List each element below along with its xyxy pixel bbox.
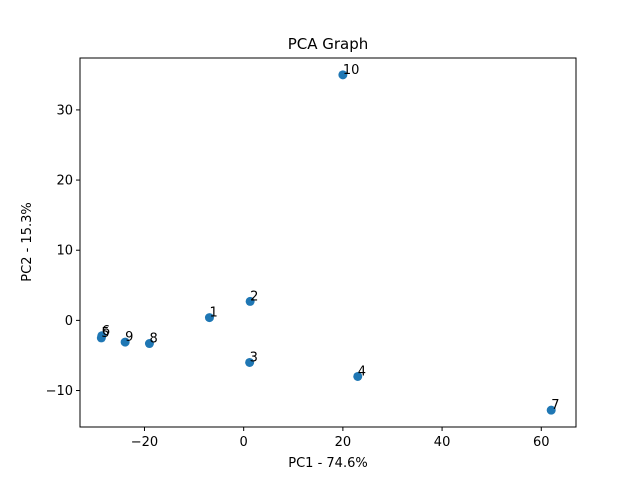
point-label: 2 (250, 289, 258, 304)
x-tick-label: −20 (131, 435, 158, 450)
x-axis: −20 0 20 40 60 (131, 427, 550, 450)
x-tick-label: 60 (533, 435, 550, 450)
data-point (144, 339, 154, 349)
data-point (353, 371, 363, 381)
point-label: 7 (551, 398, 559, 413)
y-tick-label: 20 (56, 174, 73, 189)
chart-title: PCA Graph (288, 35, 369, 53)
x-tick-label: 40 (434, 435, 451, 450)
axes-frame (79, 57, 577, 428)
data-point (546, 405, 556, 415)
x-axis-title: PC1 - 74.6% (288, 456, 367, 471)
y-tick-label: −10 (46, 384, 73, 399)
point-label: 4 (358, 364, 366, 379)
point-label: 3 (250, 350, 258, 365)
data-point (245, 296, 255, 306)
point-label: 9 (125, 330, 133, 345)
point-label: 6 (102, 324, 110, 339)
y-tick-label: 10 (56, 244, 73, 259)
y-axis: −10 0 10 20 30 (46, 103, 80, 399)
y-axis-title: PC2 - 15.3% (20, 202, 35, 281)
x-tick-label: 20 (335, 435, 352, 450)
data-point (245, 357, 255, 367)
data-point (97, 331, 107, 341)
y-tick-label: 0 (65, 314, 73, 329)
plot-area: 1 2 3 4 56 7 8 9 10 (96, 63, 559, 415)
point-label: 10 (343, 63, 360, 78)
point-label: 5 (101, 326, 109, 341)
y-tick-label: 30 (56, 103, 73, 118)
point-label: 8 (149, 332, 157, 347)
x-tick-label: 0 (240, 435, 248, 450)
data-point (204, 313, 214, 323)
data-point (338, 70, 348, 80)
data-point (120, 337, 130, 347)
point-label: 1 (209, 306, 217, 321)
